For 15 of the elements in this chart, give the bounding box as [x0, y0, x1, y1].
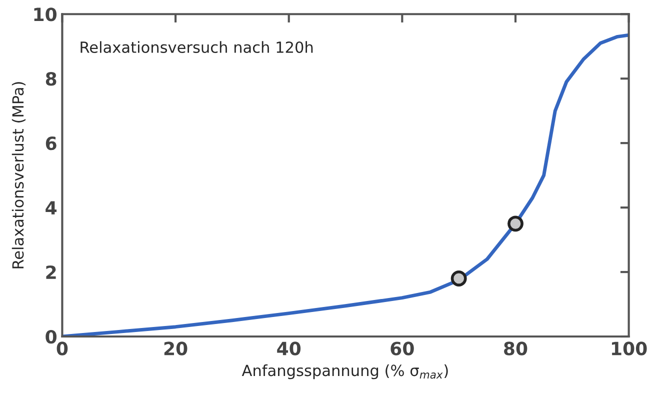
x-tick-label: 0: [56, 342, 68, 356]
y-axis-title: Relaxationsverlust (MPa): [12, 82, 26, 268]
x-tick-label: 100: [612, 342, 647, 356]
y-tick-label: 8: [46, 72, 56, 86]
y-tick-label: 4: [46, 201, 57, 214]
x-axis-title: Anfangsspannung (% σ$_{max}$): [242, 364, 448, 380]
y-tick-label: 10: [34, 8, 56, 22]
y-tick-label: 0: [46, 330, 56, 344]
y-tick-label: 2: [46, 265, 56, 279]
x-tick-label: 20: [164, 342, 188, 356]
y-tick-label: 6: [46, 136, 56, 150]
x-tick-label: 80: [504, 342, 528, 356]
annotation: Relaxationsversuch nach 120h: [80, 41, 313, 54]
x-tick-label: 40: [277, 342, 301, 356]
x-tick-label: 60: [390, 342, 414, 356]
